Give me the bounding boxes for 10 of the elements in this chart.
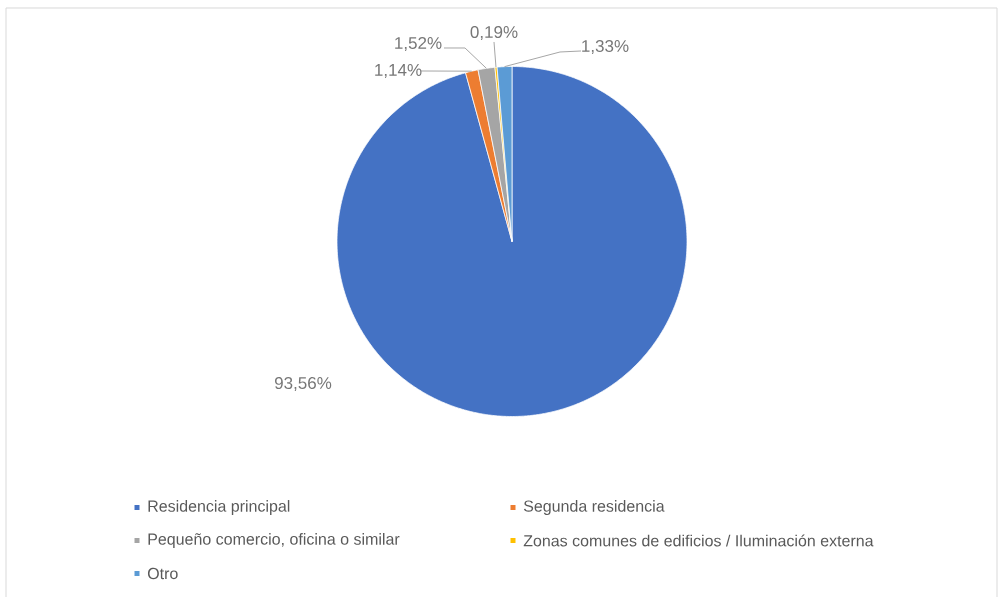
data-label: 93,56%	[274, 376, 332, 392]
data-label: 0,19%	[470, 25, 518, 41]
data-label: 1,14%	[375, 64, 422, 78]
legend-label: Zonas comunes de edificios / Iluminación externa	[523, 534, 874, 547]
legend-label: Otro	[147, 567, 178, 580]
legend-label: Segunda residencia	[523, 500, 665, 515]
data-label: 1,33%	[582, 39, 629, 55]
legend-label: Residencia principal	[148, 500, 290, 515]
data-label: 1,52%	[395, 36, 442, 52]
legend-label: Pequeño comercio, oficina o similar	[148, 533, 400, 548]
